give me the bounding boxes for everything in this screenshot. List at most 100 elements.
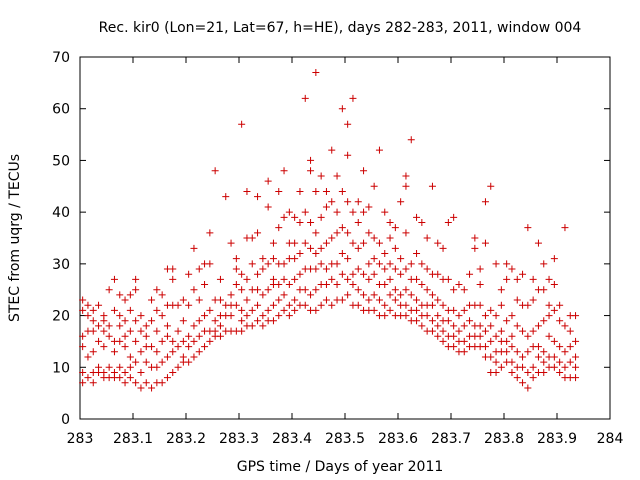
data-point [344, 151, 352, 159]
data-point [460, 337, 468, 345]
data-point [492, 332, 500, 340]
data-point [169, 368, 177, 376]
data-point [344, 198, 352, 206]
data-point [185, 301, 193, 309]
data-point [550, 255, 558, 263]
y-tick-label: 20 [52, 309, 70, 325]
data-point [513, 322, 521, 330]
data-point [556, 343, 564, 351]
data-point [195, 265, 203, 273]
data-point [158, 312, 166, 320]
data-point [259, 322, 267, 330]
data-point [126, 374, 134, 382]
data-point [344, 255, 352, 263]
data-point [116, 312, 124, 320]
data-point [365, 229, 373, 237]
data-point [275, 187, 283, 195]
data-point [148, 317, 156, 325]
data-point [561, 363, 569, 371]
data-point [121, 317, 129, 325]
data-point [79, 368, 87, 376]
data-point [317, 301, 325, 309]
data-point [487, 306, 495, 314]
data-point [508, 358, 516, 366]
data-point [126, 291, 134, 299]
data-point [232, 301, 240, 309]
data-point [550, 353, 558, 361]
data-point [291, 239, 299, 247]
data-point [540, 286, 548, 294]
data-point [126, 353, 134, 361]
data-point [529, 363, 537, 371]
data-point [365, 275, 373, 283]
data-point [238, 317, 246, 325]
data-point [375, 296, 383, 304]
data-point [572, 374, 580, 382]
data-point [195, 348, 203, 356]
data-point [317, 244, 325, 252]
data-point [370, 270, 378, 278]
data-point [142, 379, 150, 387]
data-point [121, 368, 129, 376]
axis-tick-labels: 283 283.1 283.2 283.3 283.4 283.5 283.6 283.7 28… [52, 50, 623, 447]
data-point [328, 146, 336, 154]
data-point [163, 332, 171, 340]
data-point [201, 281, 209, 289]
data-point [476, 265, 484, 273]
data-point [105, 286, 113, 294]
data-point [132, 275, 140, 283]
data-point [450, 213, 458, 221]
x-tick-label: 283.4 [272, 431, 312, 447]
data-point [439, 337, 447, 345]
data-point [132, 337, 140, 345]
data-point [497, 286, 505, 294]
data-point [450, 322, 458, 330]
data-point [529, 275, 537, 283]
data-point [307, 167, 315, 175]
data-point [508, 343, 516, 351]
data-point [95, 301, 103, 309]
data-point [110, 348, 118, 356]
data-point [216, 275, 224, 283]
data-point [248, 306, 256, 314]
data-point [121, 332, 129, 340]
data-point [540, 368, 548, 376]
data-point [301, 239, 309, 247]
axis-ticks [79, 56, 611, 420]
data-point [386, 218, 394, 226]
data-point [519, 327, 527, 335]
data-point [423, 312, 431, 320]
data-point [333, 260, 341, 268]
data-point [307, 244, 315, 252]
data-point [275, 224, 283, 232]
data-point [513, 374, 521, 382]
data-point [158, 337, 166, 345]
data-point [148, 343, 156, 351]
data-point [349, 239, 357, 247]
data-point [524, 348, 532, 356]
data-point [397, 270, 405, 278]
data-point [95, 363, 103, 371]
data-point [216, 322, 224, 330]
data-point [195, 296, 203, 304]
data-point [402, 172, 410, 180]
data-point [428, 291, 436, 299]
data-point [179, 337, 187, 345]
data-point [275, 281, 283, 289]
data-point [471, 234, 479, 242]
data-point [254, 229, 262, 237]
data-point [460, 322, 468, 330]
data-point [296, 270, 304, 278]
data-point [545, 275, 553, 283]
data-point [259, 265, 267, 273]
data-point [163, 353, 171, 361]
data-point [481, 343, 489, 351]
data-point [503, 275, 511, 283]
data-point [79, 379, 87, 387]
data-point [126, 363, 134, 371]
data-point [375, 146, 383, 154]
data-point [254, 317, 262, 325]
data-point [100, 368, 108, 376]
data-point [317, 213, 325, 221]
data-point [201, 312, 209, 320]
